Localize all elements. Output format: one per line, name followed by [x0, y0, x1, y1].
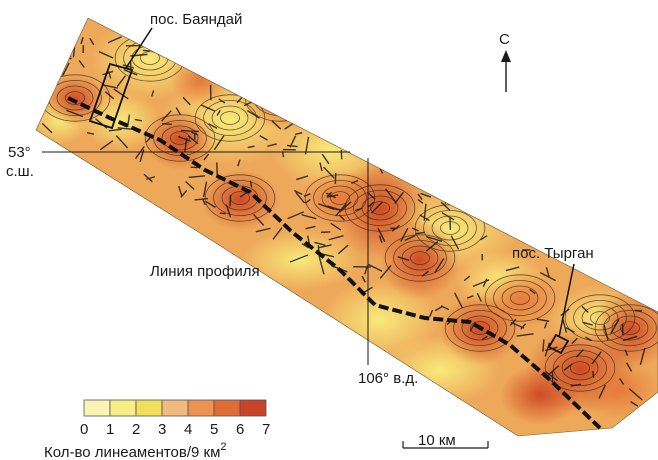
legend-swatch-6	[213, 399, 241, 417]
profile-line	[67, 96, 602, 430]
legend-tick-5: 5	[210, 421, 218, 438]
legend-swatch-4	[161, 399, 189, 417]
legend-tick-2: 2	[132, 421, 140, 438]
tyrgan-leader	[558, 263, 575, 338]
bayandai-box	[88, 62, 134, 130]
legend-swatch-1	[83, 399, 111, 417]
legend-swatch-2	[109, 399, 137, 417]
scale-bar: 10 км	[402, 432, 489, 449]
scale-label: 10 км	[418, 432, 456, 449]
legend-tick-3: 3	[158, 421, 166, 438]
bayandai-leader	[125, 27, 153, 69]
tyrgan-label: пос. Тырган	[512, 245, 594, 262]
tyrgan-box	[547, 333, 570, 355]
legend-tick-4: 4	[184, 421, 192, 438]
legend-tick-0: 0	[80, 421, 88, 438]
legend-swatch-5	[187, 399, 215, 417]
bayandai-label: пос. Баяндай	[150, 11, 242, 28]
legend: 0 1 2 3 4 5 6 7 Кол-во линеаментов/9 км2	[44, 399, 270, 460]
legend-tick-7: 7	[262, 421, 270, 438]
legend-tick-6: 6	[236, 421, 244, 438]
longitude-label: 106° в.д.	[358, 370, 418, 387]
legend-swatch-3	[135, 399, 163, 417]
legend-title: Кол-во линеаментов/9 км2	[44, 441, 227, 460]
legend-swatch-7	[239, 399, 267, 417]
north-label: С	[499, 31, 510, 48]
strip-outline	[35, 17, 658, 437]
profile-line-label: Линия профиля	[150, 263, 260, 280]
legend-tick-1: 1	[106, 421, 114, 438]
latitude-label: 53°	[8, 144, 31, 161]
north-arrow: С	[499, 31, 511, 92]
profile-label-leader	[289, 254, 309, 263]
latitude-suffix: с.ш.	[6, 163, 34, 180]
